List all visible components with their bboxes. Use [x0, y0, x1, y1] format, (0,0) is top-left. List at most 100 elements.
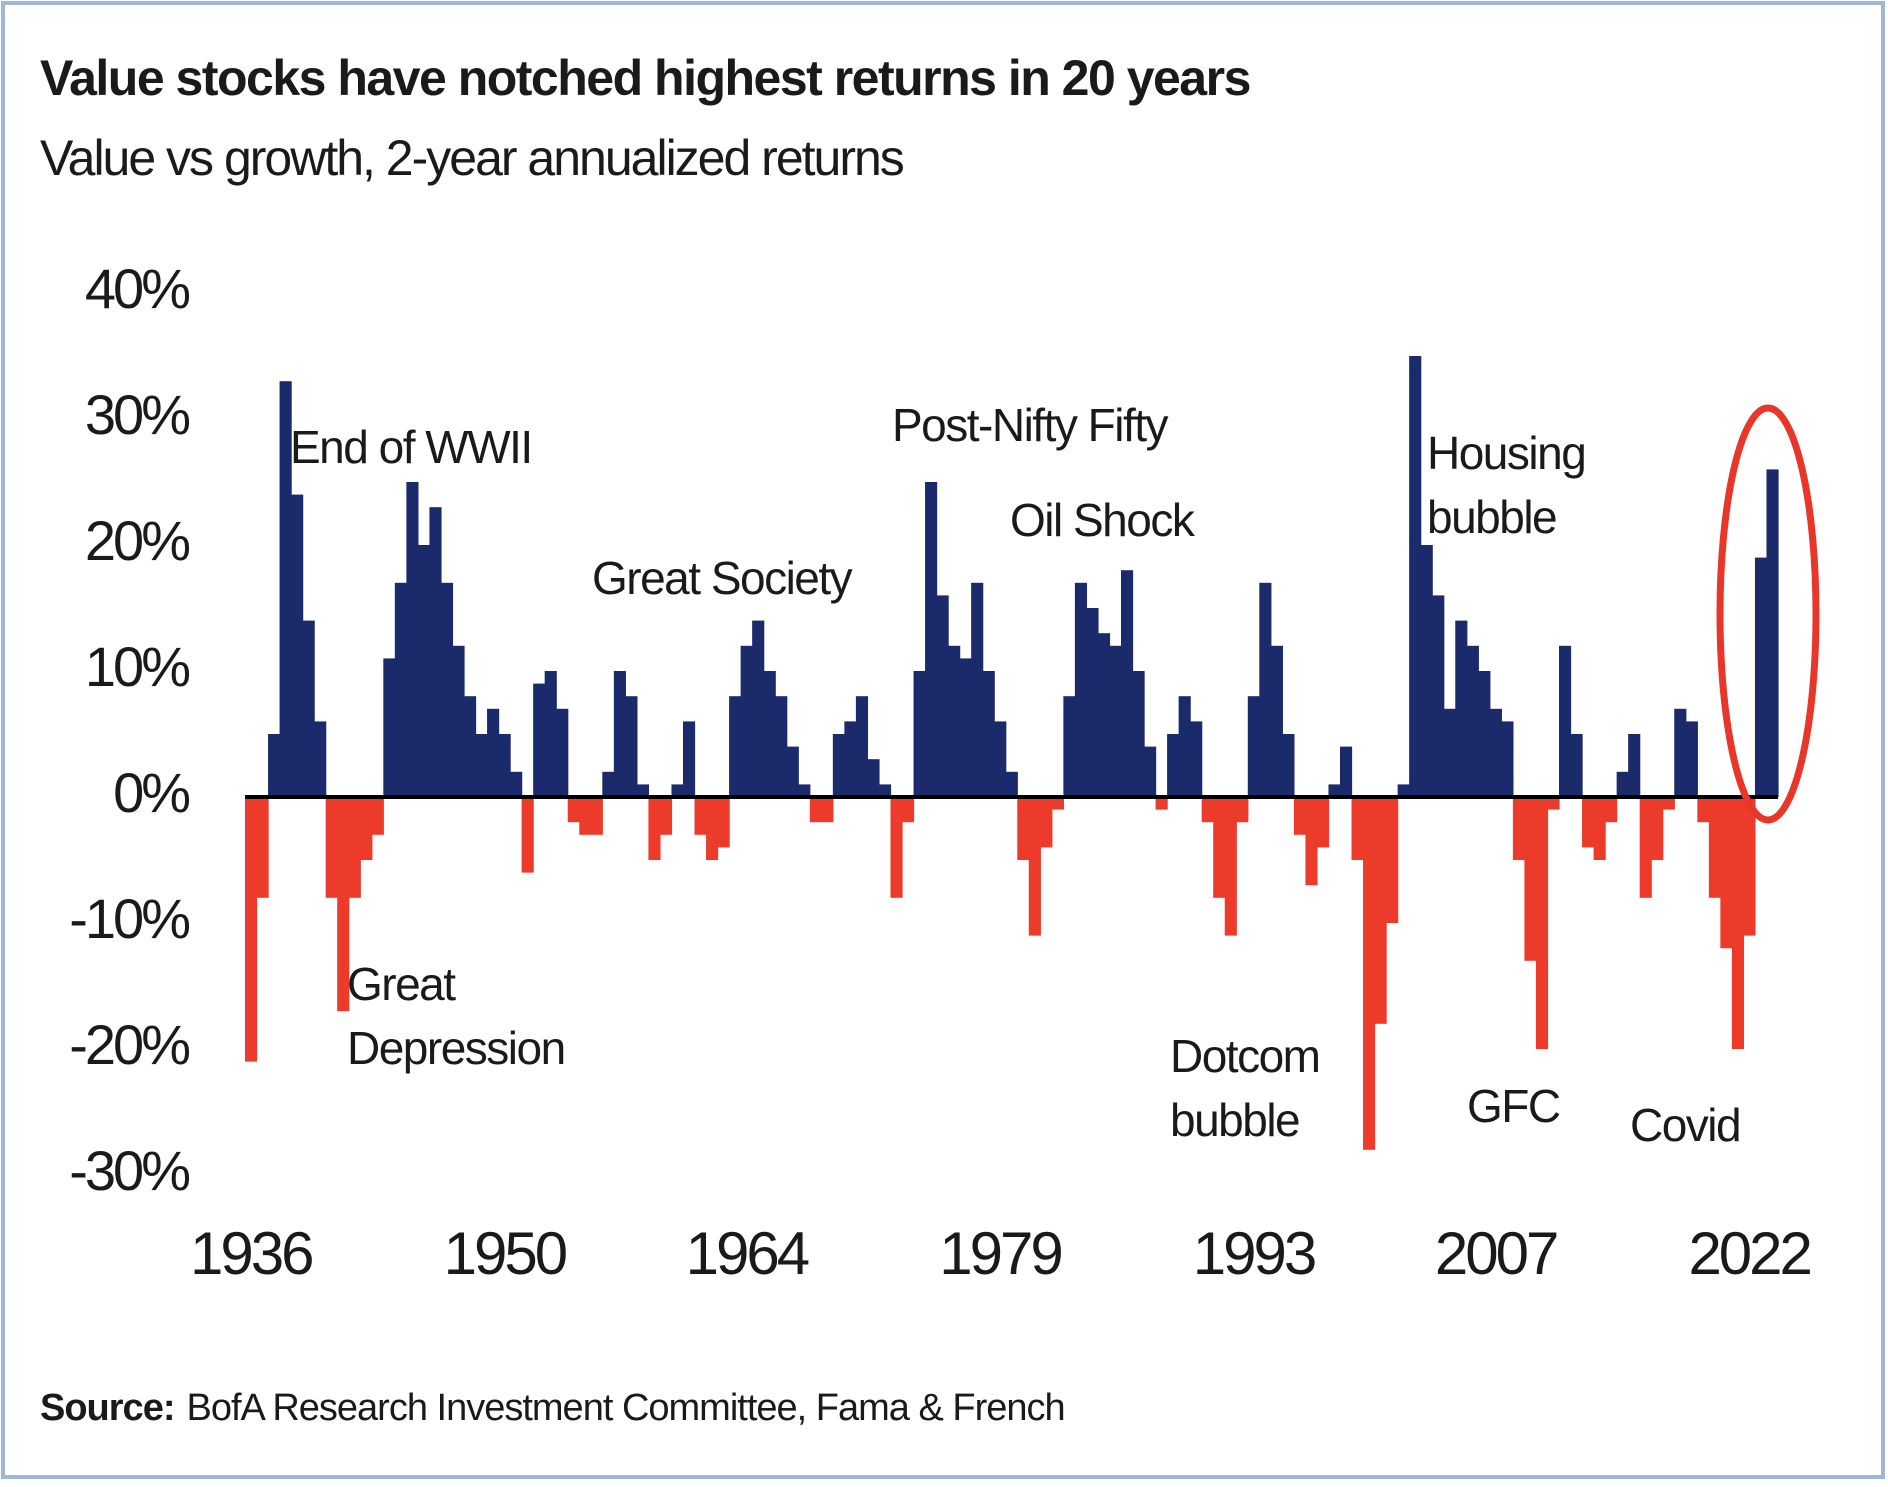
bar [786, 746, 799, 797]
bar [1605, 797, 1618, 823]
bar [1167, 734, 1180, 797]
bar [1028, 797, 1041, 936]
bar [1063, 696, 1076, 797]
bar [1478, 671, 1491, 797]
bar [579, 797, 592, 835]
bar [982, 671, 995, 797]
bar [1754, 557, 1768, 797]
bar [1443, 708, 1456, 797]
bar [1086, 608, 1099, 797]
bar [1708, 797, 1721, 898]
bar [1582, 797, 1595, 848]
bar [1132, 671, 1145, 797]
bar [314, 721, 327, 797]
annotation: Dotcom [1170, 1030, 1319, 1082]
y-tick-label: 40% [85, 257, 189, 320]
x-tick-label: 1964 [686, 1220, 809, 1287]
bar [348, 797, 361, 898]
bar [959, 658, 972, 797]
bar [1201, 797, 1214, 823]
bar [1374, 797, 1387, 1024]
source: Source: BofA Research Investment Committe… [40, 1387, 1065, 1429]
bar [440, 582, 454, 797]
bar [417, 545, 431, 797]
bar [1270, 645, 1283, 797]
bar [1593, 797, 1606, 860]
bar [1651, 797, 1664, 860]
bar [325, 797, 338, 898]
bar [1697, 797, 1710, 823]
bar [648, 797, 661, 860]
annotation: bubble [1170, 1094, 1299, 1146]
bar [1109, 645, 1122, 797]
bar [1190, 721, 1203, 797]
bar [1524, 797, 1537, 961]
bar [1501, 721, 1514, 797]
bar [394, 582, 407, 797]
bar [971, 582, 984, 797]
bar [487, 708, 500, 797]
bar [337, 797, 350, 1012]
bar [717, 797, 730, 848]
bar [268, 734, 281, 797]
x-tick-label: 2007 [1435, 1220, 1557, 1287]
bar [279, 381, 292, 797]
bar [798, 784, 811, 797]
bar [1097, 633, 1111, 797]
x-tick-label: 1993 [1193, 1220, 1315, 1287]
bar [510, 771, 523, 797]
annotation: Covid [1630, 1099, 1740, 1151]
bar [498, 734, 511, 797]
bar [763, 671, 776, 797]
bar [475, 734, 488, 797]
bar [1040, 797, 1053, 848]
annotation: bubble [1427, 491, 1556, 543]
bar [567, 797, 580, 823]
bar [948, 645, 961, 797]
bar [383, 658, 396, 797]
source-label: Source: [40, 1387, 174, 1429]
bar [775, 696, 788, 797]
annotation: End of WWII [290, 421, 532, 473]
bar [1340, 746, 1353, 797]
bar [302, 620, 315, 797]
bar [1247, 696, 1260, 797]
bar [1316, 797, 1330, 848]
bar [406, 482, 419, 797]
bar [1455, 620, 1468, 797]
bar [1121, 570, 1134, 797]
bar [429, 507, 442, 797]
bar [913, 671, 926, 797]
bar [1489, 708, 1502, 797]
y-tick-label: -10% [69, 887, 189, 950]
bar [1144, 746, 1157, 797]
bar [729, 696, 742, 797]
bar [902, 797, 915, 823]
bar [1535, 797, 1549, 1049]
annotation: Depression [347, 1022, 565, 1074]
bar [1512, 797, 1526, 860]
bar [671, 784, 684, 797]
bar [844, 721, 857, 797]
chart-subtitle: Value vs growth, 2-year annualized retur… [40, 130, 904, 186]
bar [809, 797, 822, 823]
bar [1547, 797, 1560, 810]
bar [1420, 545, 1433, 797]
bar [533, 683, 546, 797]
bar [1674, 708, 1687, 797]
bar [1616, 771, 1629, 797]
bar [1731, 797, 1745, 1049]
annotation: Housing [1427, 427, 1585, 479]
bar [994, 721, 1007, 797]
bar [1743, 797, 1756, 936]
bar [1628, 734, 1641, 797]
annotation: GFC [1467, 1080, 1560, 1132]
plot: 40% 30% 20% 10% 0% -10% -20% -30%1936 1950 1964 19… [69, 257, 1813, 1287]
y-tick-label: -30% [69, 1139, 189, 1202]
bar [1282, 734, 1295, 797]
bar [613, 671, 626, 797]
bar [1178, 696, 1191, 797]
bar [636, 784, 650, 797]
bar [1213, 797, 1226, 898]
bar [1328, 784, 1341, 797]
